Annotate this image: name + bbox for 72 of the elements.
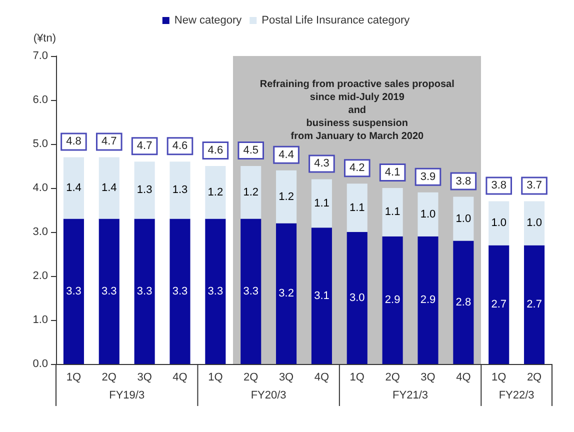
data-label: 3.3: [172, 285, 188, 298]
y-axis-title: (¥tn): [33, 32, 56, 44]
data-label: 1.2: [208, 186, 224, 198]
data-label: 3.3: [66, 285, 82, 298]
y-tick-label: 1.0: [32, 314, 48, 326]
y-tick-label: 7.0: [32, 50, 48, 62]
total-label: 4.6: [172, 140, 188, 152]
total-label: 4.4: [278, 148, 294, 161]
data-label: 3.1: [314, 290, 330, 302]
x-tick-label: 2Q: [244, 372, 259, 384]
total-label: 4.5: [243, 144, 259, 156]
x-tick-label: 2Q: [385, 372, 400, 384]
text: FY20/3: [250, 390, 286, 402]
data-label: 1.3: [172, 184, 188, 196]
y-tick-label: 3.0: [32, 226, 48, 238]
data-label: 1.2: [243, 186, 259, 198]
x-tick-label: 2Q: [102, 372, 117, 384]
x-tick-label: 1Q: [350, 372, 365, 384]
x-tick-label: 1Q: [208, 372, 224, 384]
data-label: 3.3: [136, 285, 152, 298]
annotation: Refraining from proactive sales proposal since mid-July 2019 and business suspension from January to March 2020: [260, 79, 455, 142]
total-label: 3.9: [420, 170, 436, 183]
data-label: 1.4: [101, 182, 117, 194]
x-tick-label: 3Q: [137, 372, 152, 384]
total-label: 4.8: [66, 136, 82, 148]
x-tick-label: 4Q: [456, 372, 472, 384]
data-label: 1.0: [456, 212, 472, 225]
data-label: 2.7: [526, 298, 542, 311]
x-tick-label: 2Q: [526, 372, 542, 384]
x-tick-label: 4Q: [314, 372, 330, 384]
data-label: 3.0: [349, 292, 365, 304]
data-label: 1.3: [136, 184, 152, 196]
y-tick-label: 2.0: [32, 270, 48, 282]
data-label: 2.9: [420, 294, 436, 306]
data-label: 1.0: [420, 208, 436, 220]
data-label: 3.3: [101, 285, 117, 298]
legend-label: New category: [174, 14, 242, 26]
data-label: 1.1: [314, 197, 330, 210]
data-label: 1.1: [384, 206, 400, 218]
total-label: 4.2: [349, 162, 365, 174]
text: FY19/3: [109, 390, 145, 402]
total-label: 4.7: [136, 140, 152, 152]
data-label: 1.0: [491, 217, 507, 230]
data-label: 3.2: [278, 288, 294, 300]
x-tick-label: 4Q: [172, 372, 188, 384]
text: FY21/3: [392, 390, 428, 402]
x-tick-label: 3Q: [278, 372, 294, 384]
total-label: 3.8: [456, 175, 472, 188]
data-label: 1.4: [66, 182, 82, 194]
x-tick-label: 1Q: [492, 372, 507, 384]
total-label: 4.6: [208, 144, 224, 156]
y-tick-label: 4.0: [32, 182, 48, 194]
data-label: 2.7: [491, 298, 507, 311]
y-tick-label: 0.0: [32, 358, 48, 370]
data-label: 1.0: [526, 217, 542, 230]
total-label: 3.8: [491, 180, 507, 192]
data-label: 3.3: [208, 285, 224, 298]
legend-label: Postal Life Insurance category: [262, 14, 410, 26]
data-label: 1.2: [278, 190, 294, 203]
total-label: 3.7: [526, 180, 542, 192]
total-label: 4.1: [384, 166, 400, 178]
total-label: 4.3: [314, 158, 330, 170]
y-tick-label: 6.0: [32, 94, 48, 106]
data-label: 2.8: [456, 296, 472, 308]
data-label: 1.1: [349, 202, 365, 214]
data-label: 2.9: [384, 294, 400, 306]
data-label: 3.3: [243, 285, 259, 298]
x-tick-label: 1Q: [66, 372, 82, 384]
x-tick-label: 3Q: [420, 372, 436, 384]
total-label: 4.7: [101, 136, 117, 148]
text: FY22/3: [498, 390, 534, 402]
y-tick-label: 5.0: [32, 138, 48, 150]
